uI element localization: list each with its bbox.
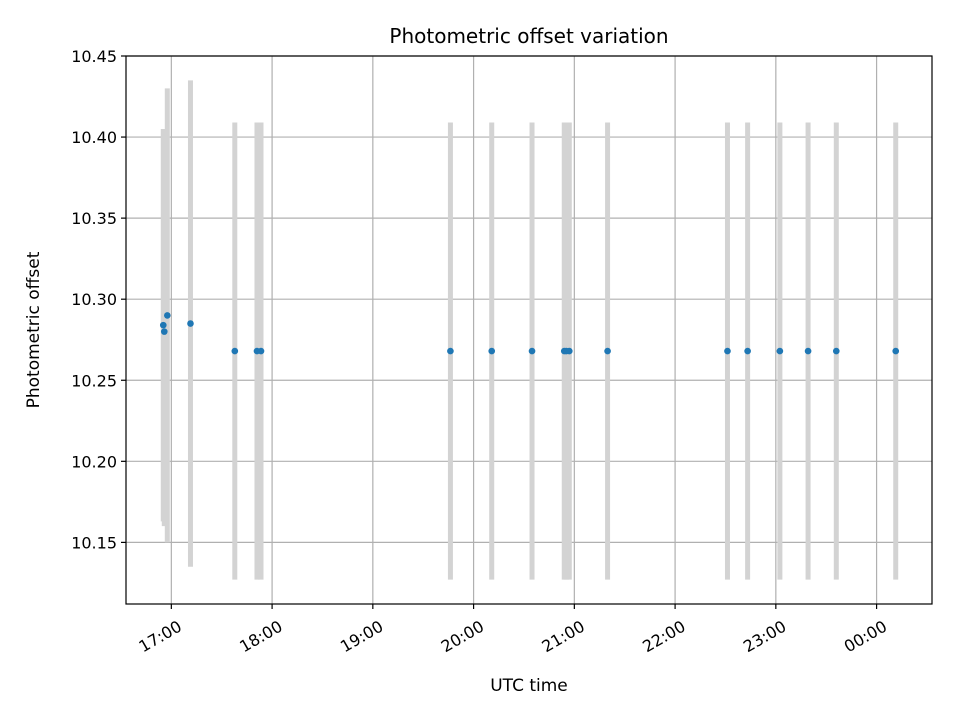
y-tick-label: 10.40 — [71, 128, 117, 147]
y-tick-label: 10.20 — [71, 452, 117, 471]
y-axis-ticks: 10.15 10.20 10.25 10.30 10.35 10.40 10.45 — [71, 47, 126, 552]
data-point — [231, 347, 239, 355]
data-point — [832, 347, 840, 355]
data-point — [488, 347, 496, 355]
data-point — [776, 347, 784, 355]
data-point — [257, 347, 265, 355]
data-point — [744, 347, 751, 355]
y-axis-label: Photometric offset — [24, 251, 44, 408]
data-point — [892, 347, 900, 355]
data-point — [724, 347, 731, 355]
data-point — [160, 328, 168, 335]
x-axis-label: UTC time — [490, 676, 568, 696]
data-point — [604, 347, 611, 355]
y-tick-label: 10.25 — [71, 371, 117, 390]
y-tick-label: 10.30 — [71, 290, 117, 309]
plot-frame — [125, 55, 933, 605]
data-point — [164, 312, 171, 319]
chart-title: Photometric offset variation — [389, 24, 668, 48]
y-tick-label: 10.45 — [71, 47, 117, 66]
data-point — [528, 347, 536, 355]
data-point — [159, 321, 167, 329]
y-tick-label: 10.15 — [71, 533, 117, 552]
point-layer — [159, 312, 900, 355]
y-tick-label: 10.35 — [71, 209, 117, 228]
data-point — [566, 347, 573, 355]
data-point — [447, 347, 454, 355]
data-point — [804, 347, 812, 355]
data-point — [187, 320, 194, 327]
